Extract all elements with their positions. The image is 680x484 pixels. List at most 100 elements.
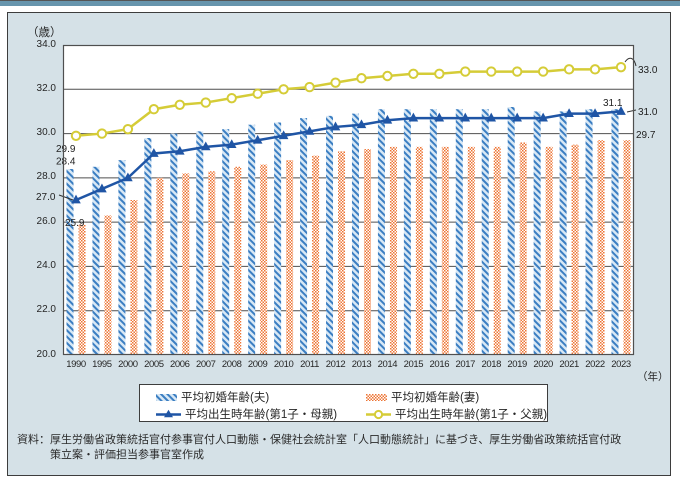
line-father [75, 65, 622, 138]
bar-husband-2010 [274, 122, 282, 355]
bar-wife-1995 [104, 215, 112, 355]
line-mother [75, 110, 622, 202]
legend-label-wife: 平均初婚年齢(妻) [391, 392, 480, 404]
bar-wife-2023 [623, 140, 631, 355]
data-label-husband-1990: 28.4 [56, 157, 76, 168]
plot-border [62, 44, 635, 356]
marker-mother-2015 [408, 112, 419, 122]
marker-mother-2017 [460, 112, 471, 122]
x-tick-label-2000: 2000 [118, 359, 138, 370]
bar-wife-2020 [545, 146, 553, 355]
bar-husband-2020 [533, 111, 541, 355]
marker-father-2014 [382, 70, 393, 82]
bar-wife-1990 [78, 224, 86, 355]
legend-item-husband: 平均初婚年齢(夫) [156, 389, 269, 405]
bar-wife-2008 [234, 166, 242, 355]
bar-husband-2015 [403, 109, 411, 355]
x-tick-label-2005: 2005 [144, 359, 164, 370]
marker-father-2007 [200, 97, 211, 108]
marker-father-2000 [122, 123, 134, 135]
marker-mother-2011 [304, 125, 315, 135]
x-tick-label-2009: 2009 [247, 359, 268, 370]
bar-husband-2019 [507, 107, 515, 355]
x-tick-label-2022: 2022 [585, 359, 605, 370]
bar-wife-2019 [519, 142, 527, 355]
marker-father-2021 [563, 64, 575, 75]
marker-mother-2006 [175, 145, 185, 155]
bar-husband-2021 [559, 111, 567, 355]
marker-father-2011 [304, 81, 315, 93]
bar-wife-2022 [597, 140, 605, 355]
bar-husband-1990 [66, 169, 74, 355]
marker-father-2016 [434, 68, 445, 79]
x-tick-label-2018: 2018 [481, 359, 501, 370]
marker-mother-2008 [226, 139, 237, 149]
marker-father-2018 [486, 66, 497, 77]
legend-item-father: 平均出生時年齢(第1子・父親) [366, 406, 547, 422]
x-tick-label-2021: 2021 [559, 359, 579, 370]
bar-husband-2017 [455, 109, 463, 355]
chart-figure-panel: （歳） 20.0 22.0 24.0 26.0 28.0 30.0 32.0 34.0 29.… [7, 12, 671, 476]
plot-area: 29.9 28.4 27.0 25.9 31.1 33.0 31.0 29.7 [36, 44, 658, 356]
bar-husband-2008 [222, 129, 230, 355]
x-tick-label-2023: 2023 [611, 359, 631, 370]
marker-mother-2018 [486, 112, 497, 122]
bar-husband-2007 [196, 131, 204, 355]
bar-wife-2007 [208, 171, 216, 355]
marker-father-2020 [537, 66, 549, 77]
x-tick-label-2007: 2007 [195, 359, 216, 370]
marker-mother-2007 [200, 141, 211, 151]
husband-bar-swatch-icon [156, 393, 177, 401]
data-label-father-2023: 33.0 [638, 65, 658, 76]
x-tick-label-2016: 2016 [429, 359, 450, 370]
chart-legend: 平均初婚年齢(夫) 平均初婚年齢(妻) 平均出生時年齢(第1子・母親) 平均出生… [139, 384, 548, 422]
y-tick-label-30.0: 30.0 [36, 127, 56, 139]
marker-mother-2023 [616, 106, 626, 115]
marker-mother-2012 [330, 121, 341, 131]
bar-wife-2016 [441, 146, 449, 355]
source-note: 資料：厚生労働省政策統括官付参事官付人口動態・保健社会統計室「人口動態統計」に基… [17, 433, 680, 462]
legend-label-husband: 平均初婚年齢(夫) [181, 392, 270, 404]
marker-father-2006 [174, 99, 186, 110]
bar-husband-2000 [118, 160, 126, 355]
bar-wife-2017 [467, 146, 475, 355]
marker-father-2022 [589, 64, 601, 75]
marker-mother-2022 [590, 108, 600, 118]
wife-bar-swatch-icon [366, 393, 387, 401]
marker-mother-2021 [564, 108, 574, 118]
x-tick-label-1995: 1995 [92, 359, 112, 370]
data-label-wife-2023: 29.7 [636, 130, 656, 141]
y-axis-unit-label: （歳） [27, 27, 62, 39]
data-label-wife-1990: 25.9 [65, 218, 85, 229]
x-tick-label-2008: 2008 [221, 359, 242, 370]
bar-husband-2009 [248, 124, 256, 355]
source-line-1: 資料：厚生労働省政策統括官付参事官付人口動態・保健社会統計室「人口動態統計」に基… [17, 434, 622, 446]
legend-label-mother: 平均出生時年齢(第1子・母親) [185, 409, 338, 421]
mother-line-swatch-icon [156, 409, 181, 417]
legend-item-wife: 平均初婚年齢(妻) [366, 389, 479, 405]
data-label-mother-2023: 31.0 [638, 107, 658, 118]
marker-father-2013 [356, 73, 367, 84]
x-tick-label-2010: 2010 [273, 359, 294, 370]
bar-husband-2012 [326, 115, 334, 355]
marker-father-2017 [460, 66, 471, 77]
marker-father-1995 [96, 128, 108, 139]
x-tick-label-2013: 2013 [351, 359, 372, 370]
marker-mother-2009 [252, 134, 263, 144]
marker-father-2019 [511, 66, 523, 77]
y-tick-label-24.0: 24.0 [36, 259, 56, 271]
bar-wife-2014 [389, 146, 397, 355]
y-tick-label-28.0: 28.0 [36, 171, 56, 183]
bar-husband-2016 [429, 109, 437, 355]
bar-wife-2011 [312, 155, 320, 355]
bar-wife-2005 [156, 177, 164, 355]
annotation-leader-father-2023 [624, 57, 637, 67]
x-tick-label-2019: 2019 [507, 359, 527, 370]
bar-husband-2022 [585, 109, 593, 355]
marker-mother-1990 [71, 194, 81, 204]
data-label-husband-2023: 31.1 [603, 98, 623, 109]
legend-item-mother: 平均出生時年齢(第1子・母親) [156, 406, 337, 422]
x-tick-label-2011: 2011 [300, 359, 319, 370]
y-tick-label-26.0: 26.0 [36, 215, 56, 227]
